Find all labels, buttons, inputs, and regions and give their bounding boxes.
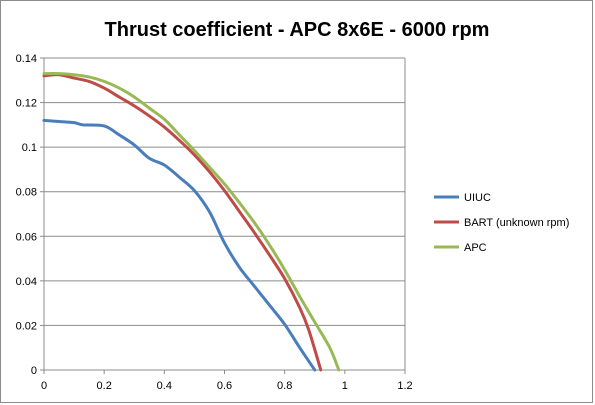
y-tick-label: 0.04: [16, 276, 37, 288]
y-tick-label: 0: [31, 365, 37, 377]
y-tick-label: 0.12: [16, 98, 37, 110]
series-line-bart-unknown-rpm: [42, 73, 323, 372]
x-tick-label: 1: [342, 380, 348, 392]
y-tick-label: 0.1: [22, 142, 37, 154]
x-tick-label: 0.2: [97, 380, 112, 392]
series-lines: [42, 72, 341, 372]
x-tick-label: 0.4: [157, 380, 172, 392]
chart-title: Thrust coefficient - APC 8x6E - 6000 rpm: [105, 19, 490, 41]
axes: [40, 57, 406, 374]
x-tick-label: 0: [41, 380, 47, 392]
series-line-apc: [42, 72, 341, 372]
y-tick-label: 0.14: [16, 53, 37, 65]
legend-label-bart-unknown-rpm: BART (unknown rpm): [464, 217, 569, 229]
legend-label-uiuc: UIUC: [464, 192, 491, 204]
y-tick-label: 0.02: [16, 320, 37, 332]
legend-label-apc: APC: [464, 242, 487, 254]
y-tick-label: 0.06: [16, 231, 37, 243]
grid-lines: [44, 57, 405, 326]
series-line-uiuc: [42, 118, 317, 372]
legend: UIUC BART (unknown rpm) APC: [434, 192, 569, 254]
tick-labels: 0 0.02 0.04 0.06 0.08 0.1 0.12 0.14 0 0.2 0.4 0.6 0.…: [16, 53, 413, 392]
x-tick-label: 0.6: [217, 380, 232, 392]
x-tick-label: 0.8: [277, 380, 292, 392]
y-tick-label: 0.08: [16, 187, 37, 199]
x-tick-label: 1.2: [397, 380, 412, 392]
